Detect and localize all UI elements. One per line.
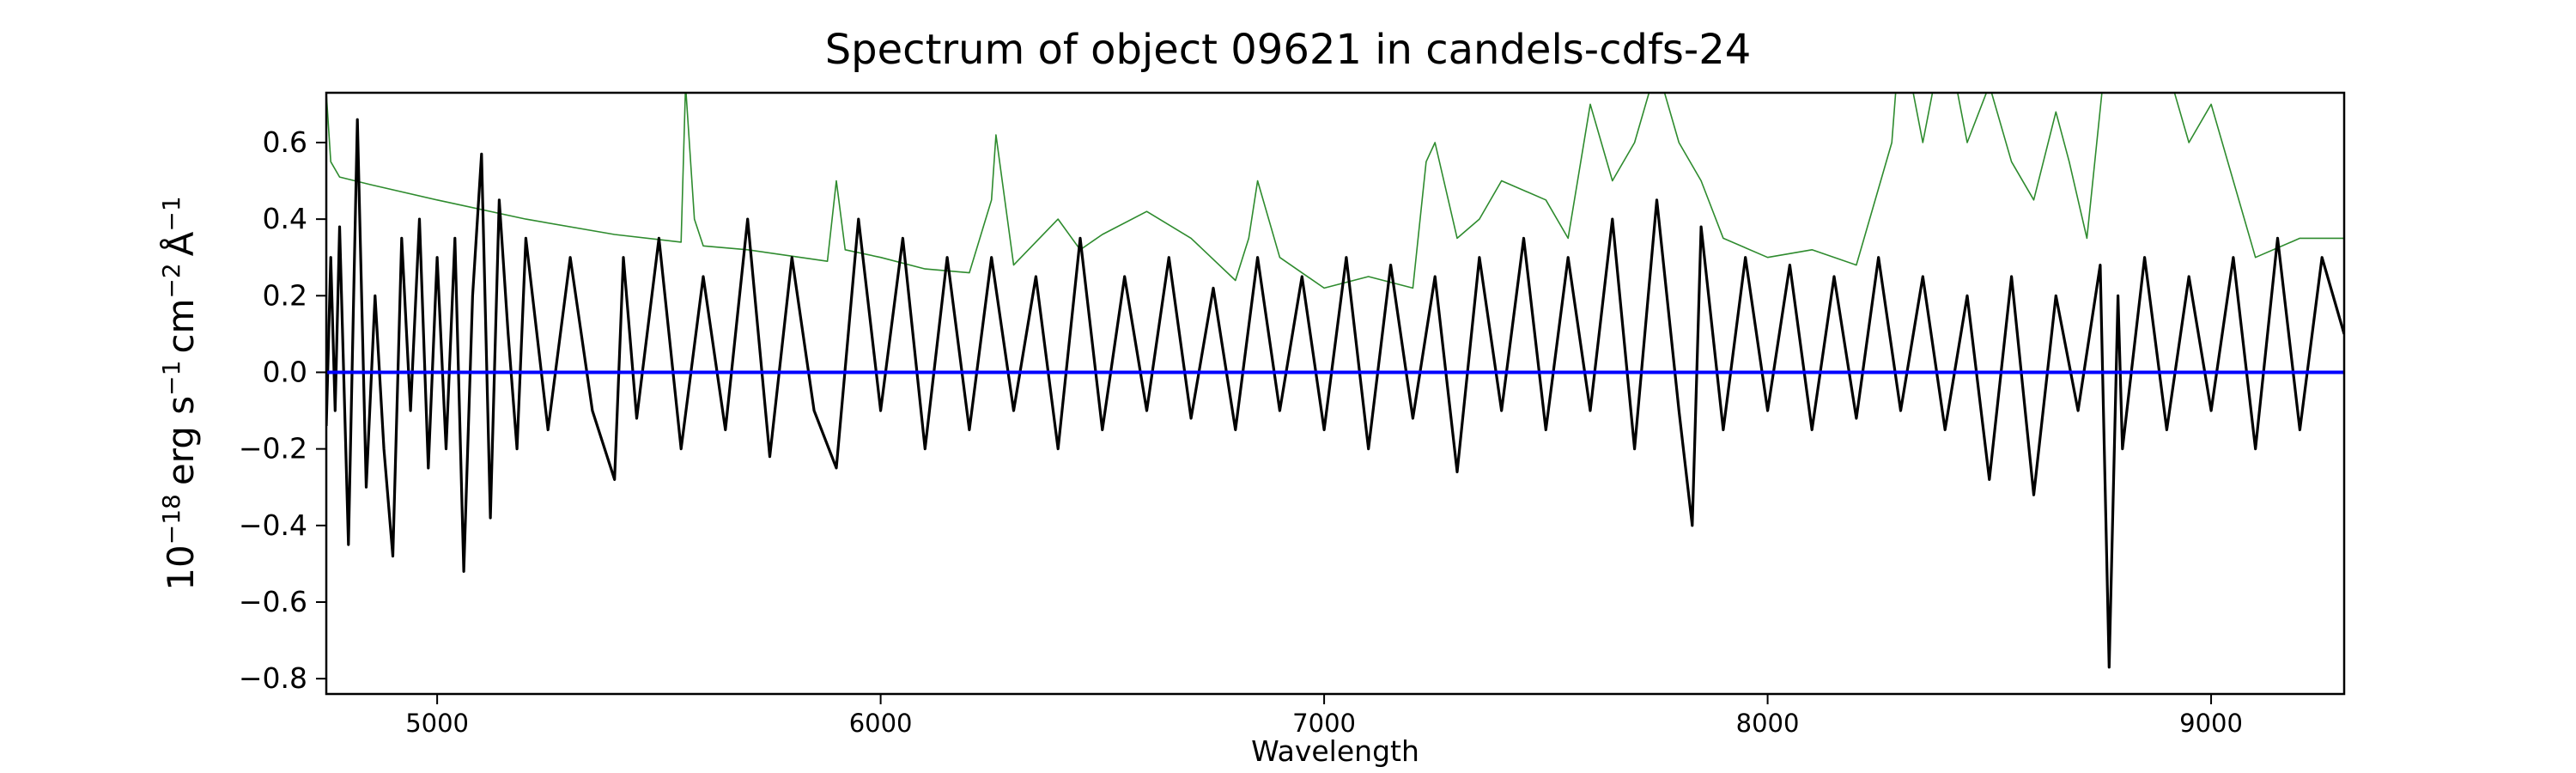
chart-title: Spectrum of object 09621 in candels-cdfs…: [824, 26, 1752, 74]
ylabel-ang: Å: [159, 231, 202, 256]
series-error-line: [326, 93, 2344, 289]
x-axis-ticks: 5000 6000 7000 8000 9000: [405, 694, 2243, 738]
ylabel-base: 10: [160, 545, 202, 590]
ylabel-cm-exp: −2: [157, 263, 185, 298]
y-tick-label: −0.8: [239, 661, 307, 695]
y-tick-label: 0.4: [263, 202, 307, 235]
x-tick-label: 7000: [1292, 709, 1356, 738]
y-tick-label: −0.6: [239, 585, 307, 618]
y-axis-label: 10−18erg s−1cm−2Å−1: [157, 196, 202, 590]
x-tick-label: 8000: [1736, 709, 1800, 738]
y-tick-label: −0.2: [239, 432, 307, 466]
x-axis-label: Wavelength: [1251, 734, 1419, 768]
axes-frame: [325, 91, 2346, 696]
ylabel-ang-exp: −1: [157, 196, 185, 231]
y-tick-label: 0.0: [263, 355, 307, 388]
x-tick-label: 9000: [2179, 709, 2243, 738]
y-tick-label: −0.4: [239, 508, 307, 542]
ylabel-cm: cm: [160, 299, 202, 354]
y-tick-label: 0.6: [263, 125, 307, 159]
ylabel-erg: erg s: [160, 396, 202, 485]
y-axis-ticks: 0.6 0.4 0.2 0.0 −0.2 −0.4 −0.6 −0.8: [239, 125, 326, 695]
ylabel-s-exp: −1: [157, 361, 185, 396]
x-tick-label: 6000: [849, 709, 913, 738]
plot-area: [326, 93, 2344, 669]
x-tick-label: 5000: [405, 709, 469, 738]
ylabel-base-exp: −18: [157, 494, 185, 545]
y-tick-label: 0.2: [263, 278, 307, 312]
series-flux-line: [326, 118, 2344, 669]
